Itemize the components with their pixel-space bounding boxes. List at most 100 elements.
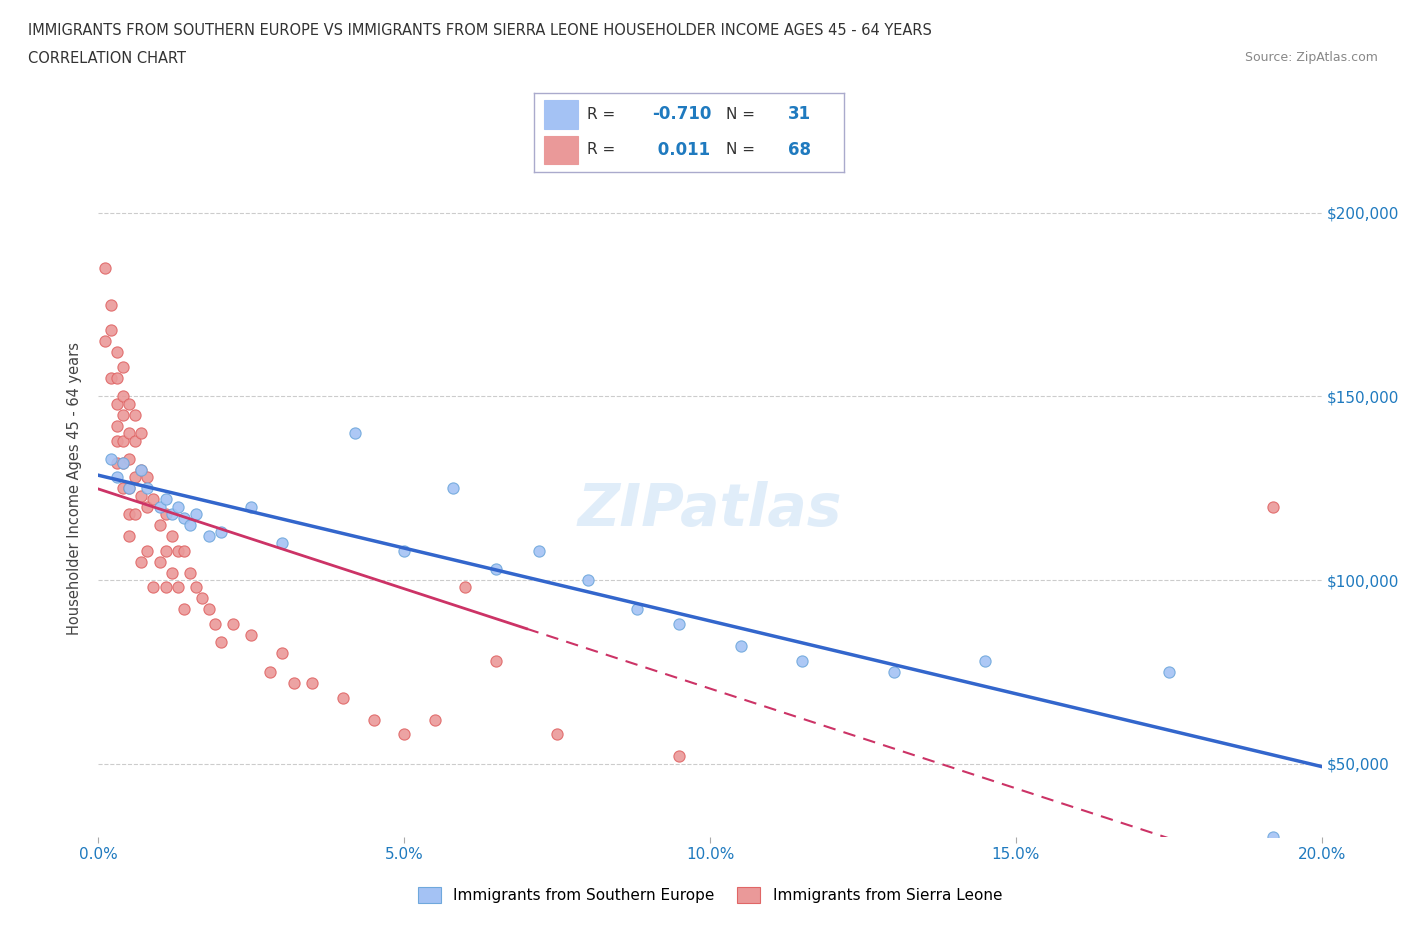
Text: 31: 31	[787, 105, 811, 124]
Point	[546, 726, 568, 741]
Point	[222, 617, 245, 631]
Text: IMMIGRANTS FROM SOUTHERN EUROPE VS IMMIGRANTS FROM SIERRA LEONE HOUSEHOLDER INCO: IMMIGRANTS FROM SOUTHERN EUROPE VS IMMIG…	[28, 23, 932, 38]
Point	[149, 517, 172, 532]
Point	[197, 528, 219, 543]
Point	[974, 654, 997, 669]
Text: Source: ZipAtlas.com: Source: ZipAtlas.com	[1244, 51, 1378, 64]
Point	[270, 536, 292, 551]
Point	[167, 499, 190, 514]
Point	[100, 298, 122, 312]
Point	[392, 726, 416, 741]
Point	[100, 451, 122, 466]
Legend: Immigrants from Southern Europe, Immigrants from Sierra Leone: Immigrants from Southern Europe, Immigra…	[412, 882, 1008, 910]
Point	[129, 462, 152, 477]
Point	[301, 675, 323, 690]
Point	[111, 455, 134, 470]
Point	[204, 617, 226, 631]
Point	[124, 470, 146, 485]
Point	[259, 664, 281, 679]
Point	[441, 481, 464, 496]
Point	[1261, 830, 1284, 844]
Point	[105, 396, 128, 411]
Point	[668, 749, 690, 764]
Point	[118, 507, 141, 522]
Point	[105, 418, 128, 433]
Point	[155, 580, 177, 595]
Point	[485, 654, 508, 669]
Point	[240, 628, 263, 643]
Point	[668, 617, 690, 631]
Point	[423, 712, 446, 727]
Point	[790, 654, 813, 669]
Point	[197, 602, 219, 617]
Point	[124, 407, 146, 422]
Point	[118, 396, 141, 411]
Point	[118, 481, 141, 496]
Point	[332, 690, 354, 705]
Point	[191, 591, 214, 605]
Point	[270, 646, 292, 661]
Point	[155, 492, 177, 507]
Point	[527, 543, 550, 558]
Point	[136, 499, 159, 514]
Point	[105, 455, 128, 470]
Point	[344, 426, 367, 441]
Point	[454, 580, 477, 595]
Point	[129, 462, 152, 477]
Point	[100, 323, 122, 338]
Point	[105, 433, 128, 448]
Point	[105, 371, 128, 386]
Point	[142, 492, 165, 507]
Point	[111, 389, 134, 404]
Point	[111, 407, 134, 422]
Point	[129, 426, 152, 441]
Point	[576, 573, 599, 588]
Point	[155, 543, 177, 558]
Point	[209, 635, 232, 650]
Point	[167, 543, 190, 558]
Text: N =: N =	[725, 142, 759, 157]
Point	[124, 433, 146, 448]
Bar	[544, 136, 578, 165]
Point	[283, 675, 305, 690]
Point	[626, 602, 648, 617]
Point	[111, 360, 134, 375]
Point	[100, 371, 122, 386]
Point	[111, 455, 134, 470]
Text: -0.710: -0.710	[652, 105, 711, 124]
Point	[1157, 664, 1180, 679]
Point	[93, 334, 115, 349]
Text: N =: N =	[725, 107, 759, 122]
Point	[179, 517, 201, 532]
Text: 68: 68	[787, 141, 811, 159]
Point	[118, 528, 141, 543]
Point	[179, 565, 201, 580]
Point	[105, 345, 128, 360]
Point	[173, 602, 195, 617]
Point	[149, 554, 172, 569]
Point	[167, 580, 190, 595]
Point	[124, 507, 146, 522]
Point	[136, 543, 159, 558]
Point	[186, 580, 208, 595]
Text: ZIPatlas: ZIPatlas	[578, 481, 842, 538]
Point	[160, 528, 183, 543]
Text: R =: R =	[586, 107, 620, 122]
Bar	[544, 100, 578, 128]
Point	[173, 543, 195, 558]
Text: CORRELATION CHART: CORRELATION CHART	[28, 51, 186, 66]
Point	[363, 712, 385, 727]
Point	[136, 470, 159, 485]
Point	[186, 507, 208, 522]
Point	[485, 562, 508, 577]
Point	[209, 525, 232, 539]
Point	[105, 470, 128, 485]
Point	[392, 543, 416, 558]
Point	[93, 260, 115, 275]
Point	[118, 426, 141, 441]
Point	[155, 507, 177, 522]
Point	[142, 580, 165, 595]
Point	[136, 481, 159, 496]
Point	[160, 565, 183, 580]
Point	[129, 554, 152, 569]
